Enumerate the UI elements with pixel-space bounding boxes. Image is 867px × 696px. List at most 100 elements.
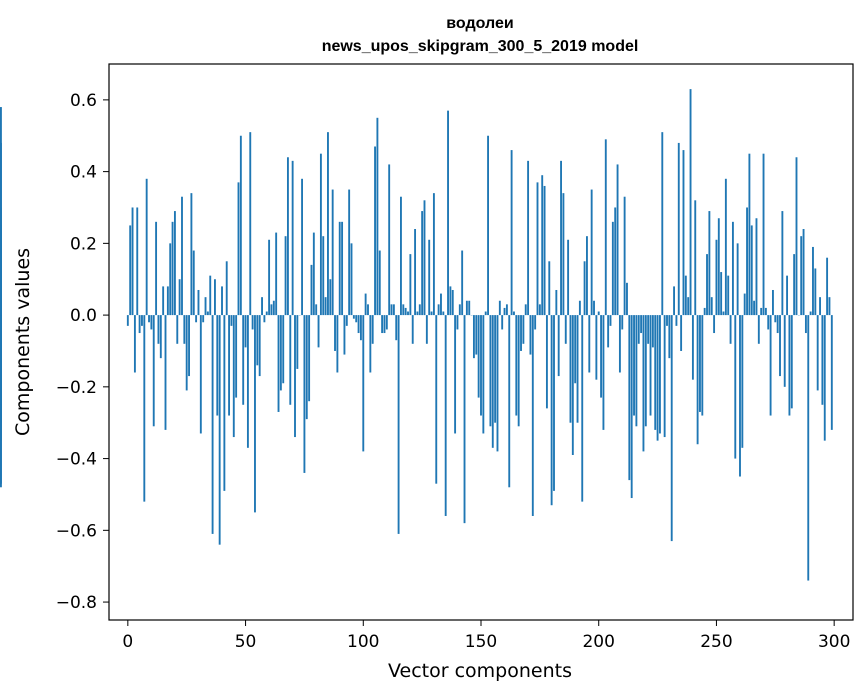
bar <box>440 293 442 316</box>
y-axis-label: Components values <box>12 248 34 436</box>
bar <box>529 315 532 355</box>
bar <box>319 153 322 316</box>
bar <box>162 286 165 316</box>
bar <box>357 315 360 334</box>
bar <box>338 221 341 316</box>
bar <box>261 297 263 316</box>
bar <box>176 315 179 344</box>
bar <box>484 311 487 316</box>
bar <box>802 229 805 316</box>
bar <box>277 315 280 412</box>
bar <box>435 315 438 484</box>
bar <box>242 315 245 405</box>
bar <box>597 311 600 316</box>
x-tick-label: 300 <box>818 632 850 652</box>
bar <box>621 315 624 330</box>
bar <box>701 315 704 416</box>
bar <box>680 315 683 351</box>
bar <box>348 189 351 316</box>
bar <box>456 315 459 330</box>
x-tick-label: 200 <box>582 632 614 652</box>
bar <box>369 315 372 373</box>
bar <box>138 315 141 334</box>
bar <box>249 132 252 316</box>
bar <box>644 315 647 427</box>
bar <box>731 221 734 316</box>
bar <box>661 132 664 316</box>
bar <box>395 315 398 341</box>
bar <box>562 193 565 316</box>
bar <box>578 300 581 316</box>
bar <box>397 315 400 534</box>
bar <box>628 315 631 481</box>
bar <box>524 304 527 316</box>
bar <box>169 243 172 316</box>
bar <box>475 315 478 355</box>
bar <box>618 315 621 373</box>
bar <box>378 250 381 316</box>
x-tick-label: 50 <box>235 632 257 652</box>
bar <box>0 239 2 316</box>
bar <box>451 289 454 316</box>
bar <box>496 315 499 452</box>
bar <box>677 142 680 316</box>
bar <box>385 315 388 330</box>
bar <box>291 160 294 316</box>
bars <box>0 89 833 581</box>
bar <box>786 275 789 316</box>
bar <box>411 315 414 344</box>
bar <box>258 315 261 377</box>
x-tick-label: 0 <box>122 632 133 652</box>
bar <box>757 315 760 344</box>
bar <box>567 239 570 316</box>
bar <box>303 315 306 473</box>
bar <box>651 315 654 348</box>
bar <box>465 300 468 316</box>
bar <box>477 315 480 398</box>
bar <box>235 315 238 398</box>
bar <box>703 307 706 316</box>
bar <box>322 236 325 316</box>
bar <box>545 315 548 409</box>
bar <box>442 311 445 316</box>
bar <box>371 315 374 344</box>
bar <box>814 268 817 316</box>
y-ticks: −0.8 −0.6 −0.4 −0.2 0.0 0.2 0.4 0.6 <box>56 91 109 613</box>
bar <box>388 164 391 316</box>
bar <box>548 261 551 316</box>
bar <box>145 178 148 316</box>
bar <box>696 315 699 445</box>
bar <box>741 315 744 448</box>
bar <box>310 264 313 316</box>
bar <box>223 315 226 491</box>
bar <box>637 315 640 344</box>
bar <box>642 315 645 452</box>
bar <box>614 207 617 316</box>
bar <box>315 304 318 316</box>
bar <box>188 315 190 377</box>
bar <box>557 315 560 377</box>
bar <box>673 286 675 316</box>
bar <box>571 315 574 455</box>
bar <box>216 315 219 416</box>
bar <box>536 182 539 316</box>
bar <box>633 315 635 416</box>
bar <box>364 293 367 316</box>
y-tick-label: 0.0 <box>70 306 97 326</box>
bar <box>400 196 402 316</box>
bar <box>750 225 753 316</box>
bar <box>402 304 405 316</box>
bar <box>444 315 447 516</box>
bar <box>334 315 336 351</box>
bar <box>317 315 320 348</box>
bar <box>284 236 287 316</box>
bar <box>647 315 650 344</box>
bar <box>649 315 652 416</box>
bar <box>136 207 139 316</box>
bar <box>713 315 716 334</box>
bar <box>239 135 242 316</box>
bar <box>294 315 296 438</box>
bar <box>407 311 409 316</box>
bar <box>505 304 508 316</box>
bar <box>781 211 784 316</box>
